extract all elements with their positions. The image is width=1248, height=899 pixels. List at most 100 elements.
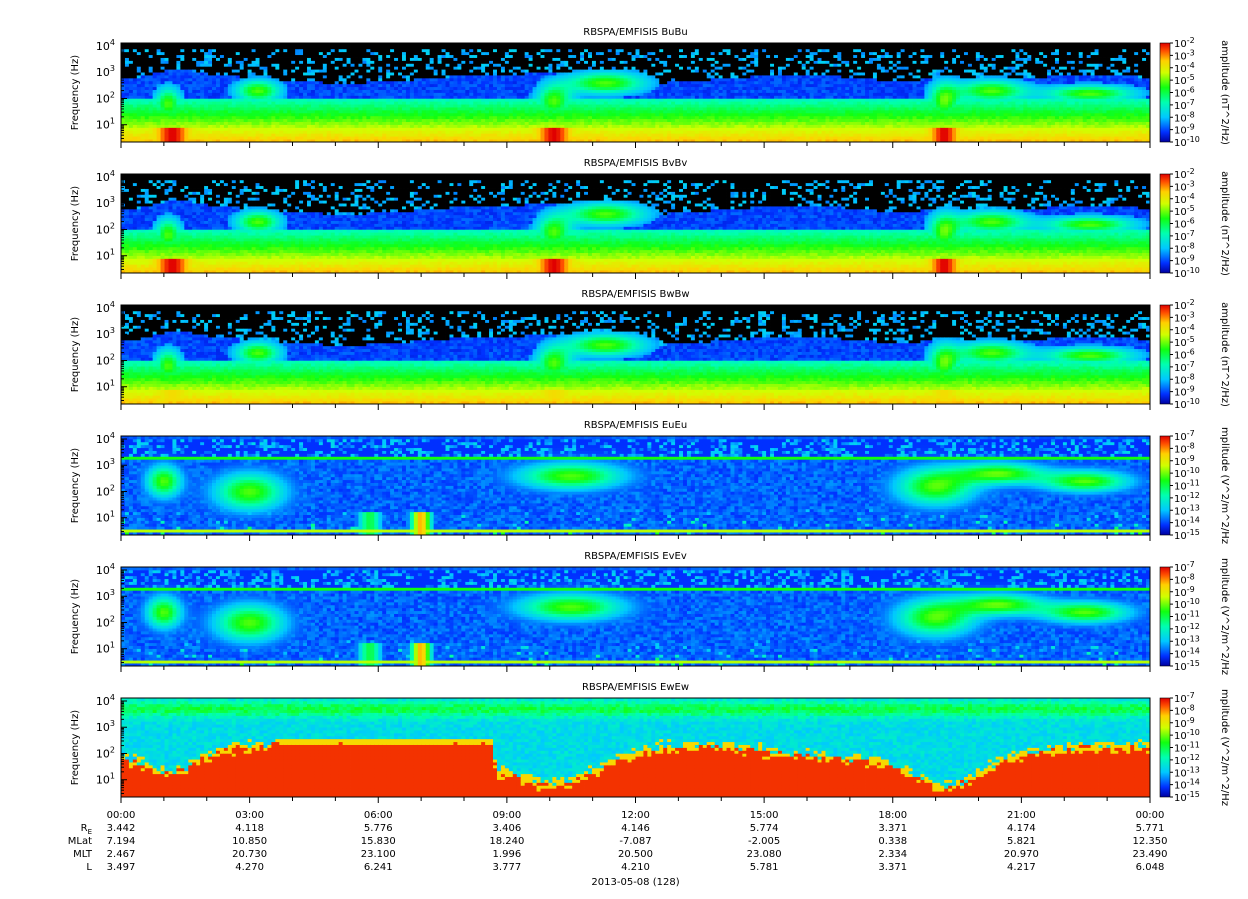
heatmap-cell — [137, 136, 141, 139]
heatmap-cell — [137, 125, 141, 128]
heatmap-cell — [216, 87, 220, 90]
heatmap-cell — [180, 130, 184, 133]
heatmap-cell — [220, 98, 224, 101]
heatmap-cell — [129, 69, 133, 72]
heatmap-cell — [204, 72, 208, 75]
heatmap-cell — [188, 69, 192, 72]
heatmap-cell — [240, 52, 244, 55]
heatmap-cell — [232, 136, 236, 139]
heatmap-cell — [168, 75, 172, 78]
heatmap-cell — [180, 75, 184, 78]
heatmap-cell — [129, 101, 133, 104]
heatmap-cell — [192, 81, 196, 84]
heatmap-cell — [220, 60, 224, 63]
heatmap-cell — [153, 78, 157, 81]
heatmap-cell — [133, 104, 137, 107]
heatmap-cell — [184, 125, 188, 128]
heatmap-cell — [129, 107, 133, 110]
heatmap-cell — [145, 101, 149, 104]
heatmap-cell — [220, 72, 224, 75]
heatmap-cell — [208, 104, 212, 107]
heatmap-cell — [145, 81, 149, 84]
heatmap-cell — [180, 98, 184, 101]
heatmap-cell — [188, 46, 192, 49]
heatmap-cell — [216, 119, 220, 122]
heatmap-cell — [204, 113, 208, 116]
heatmap-cell — [220, 66, 224, 69]
heatmap-cell — [196, 78, 200, 81]
heatmap-cell — [184, 110, 188, 113]
heatmap-cell — [153, 75, 157, 78]
heatmap-cell — [145, 58, 149, 61]
heatmap-cell — [232, 52, 236, 55]
heatmap-cell — [172, 90, 176, 93]
heatmap-cell — [200, 69, 204, 72]
heatmap-cell — [165, 63, 169, 66]
heatmap-cell — [165, 46, 169, 49]
heatmap-cell — [149, 84, 153, 87]
heatmap-cell — [188, 119, 192, 122]
heatmap-cell — [129, 63, 133, 66]
heatmap-cell — [161, 72, 165, 75]
heatmap-cell — [129, 52, 133, 55]
heatmap-cell — [172, 130, 176, 133]
heatmap-cell — [224, 58, 228, 61]
heatmap-cell — [137, 133, 141, 136]
heatmap-cell — [184, 113, 188, 116]
heatmap-cell — [212, 63, 216, 66]
heatmap-cell — [129, 133, 133, 136]
heatmap-cell — [188, 98, 192, 101]
heatmap-cell — [157, 130, 161, 133]
heatmap-cell — [165, 104, 169, 107]
heatmap-cell — [196, 84, 200, 87]
heatmap-cell — [208, 122, 212, 125]
heatmap-cell — [184, 75, 188, 78]
heatmap-cell — [168, 93, 172, 96]
heatmap-cell — [208, 93, 212, 96]
heatmap-cell — [192, 63, 196, 66]
heatmap-cell — [176, 101, 180, 104]
heatmap-cell — [204, 75, 208, 78]
heatmap-cell — [188, 116, 192, 119]
heatmap-cell — [176, 130, 180, 133]
heatmap-cell — [228, 49, 232, 52]
heatmap-cell — [220, 63, 224, 66]
heatmap-cell — [157, 81, 161, 84]
heatmap-cell — [141, 136, 145, 139]
heatmap-cell — [157, 75, 161, 78]
heatmap-cell — [137, 46, 141, 49]
heatmap-cell — [168, 49, 172, 52]
heatmap-cell — [228, 87, 232, 90]
heatmap-cell — [153, 87, 157, 90]
heatmap-cell — [176, 104, 180, 107]
heatmap-cell — [153, 63, 157, 66]
heatmap-cell — [220, 130, 224, 133]
heatmap-cell — [129, 84, 133, 87]
heatmap-cell — [224, 78, 228, 81]
heatmap-cell — [184, 63, 188, 66]
heatmap-cell — [133, 81, 137, 84]
heatmap-cell — [192, 125, 196, 128]
heatmap-cell — [145, 125, 149, 128]
heatmap-cell — [149, 55, 153, 58]
heatmap-cell — [165, 93, 169, 96]
heatmap-cell — [137, 52, 141, 55]
heatmap-cell — [161, 75, 165, 78]
heatmap-cell — [224, 110, 228, 113]
heatmap-cell — [204, 78, 208, 81]
heatmap-cell — [232, 81, 236, 84]
heatmap-cell — [125, 90, 129, 93]
heatmap-cell — [176, 122, 180, 125]
heatmap-cell — [224, 46, 228, 49]
heatmap-cell — [149, 72, 153, 75]
heatmap-cell — [212, 87, 216, 90]
heatmap-cell — [208, 119, 212, 122]
heatmap-cell — [204, 125, 208, 128]
heatmap-cell — [188, 90, 192, 93]
heatmap-cell — [192, 93, 196, 96]
heatmap-cell — [168, 116, 172, 119]
heatmap-cell — [180, 52, 184, 55]
heatmap-cell — [236, 95, 240, 98]
heatmap-cell — [125, 116, 129, 119]
heatmap-cell — [121, 113, 125, 116]
